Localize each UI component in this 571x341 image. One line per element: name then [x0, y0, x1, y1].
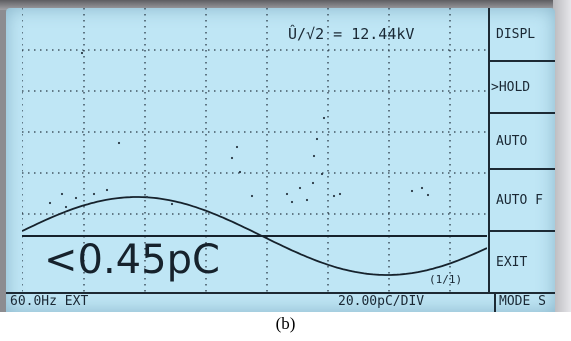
noise-dot — [145, 195, 149, 199]
noise-dot — [311, 181, 315, 185]
noise-dot — [332, 194, 336, 198]
menu-label: EXIT — [496, 255, 528, 270]
noise-dot — [315, 137, 319, 141]
menu-label: DISPL — [496, 27, 536, 42]
noise-dot — [74, 196, 78, 200]
menu-button-auto-f[interactable]: AUTO F — [488, 170, 555, 232]
scale-status: 20.00pC/DIV — [338, 294, 425, 309]
page-indicator: (1/1) — [429, 273, 463, 286]
noise-dot — [170, 202, 174, 206]
noise-dot — [250, 194, 254, 198]
menu-button-hold[interactable]: >HOLD — [488, 62, 555, 114]
noise-dot — [60, 192, 64, 196]
noise-dot — [92, 192, 96, 196]
noise-dot — [298, 186, 302, 190]
noise-dot — [235, 145, 239, 149]
device-bezel-right — [553, 0, 571, 312]
noise-dot — [426, 193, 430, 197]
menu-label: AUTO — [496, 134, 528, 149]
noise-dot — [410, 189, 414, 193]
menu-button-display[interactable]: DISPL — [488, 8, 555, 62]
instrument-photo: Û/√2 = 12.44kV <0.45pC (1/1) DISPL >HOLD… — [0, 0, 571, 312]
sine-waveform — [22, 196, 487, 276]
noise-dot — [230, 156, 234, 160]
noise-dot — [305, 198, 309, 202]
noise-dot — [420, 186, 424, 190]
menu-label: >HOLD — [491, 80, 531, 95]
status-bar — [6, 292, 555, 312]
oscilloscope-plot — [22, 8, 487, 292]
noise-dot — [238, 170, 242, 174]
noise-dot — [320, 172, 324, 176]
voltage-readout: Û/√2 = 12.44kV — [288, 25, 415, 43]
noise-dot — [64, 205, 68, 209]
mode-status: MODE S — [494, 294, 546, 312]
device-bezel-top — [0, 0, 571, 10]
menu-button-auto[interactable]: AUTO — [488, 114, 555, 170]
menu-label: AUTO F — [496, 193, 543, 208]
noise-dot — [48, 201, 52, 205]
figure-caption: (b) — [275, 314, 296, 333]
frequency-status: 60.0Hz EXT — [10, 294, 89, 309]
noise-dot — [290, 200, 294, 204]
charge-readout: <0.45pC — [44, 237, 220, 283]
noise-dot — [285, 192, 289, 196]
pd-noise-dots — [48, 51, 430, 209]
menu-button-exit[interactable]: EXIT — [488, 232, 555, 292]
noise-dot — [322, 116, 326, 120]
noise-dot — [117, 141, 121, 145]
noise-dot — [312, 154, 316, 158]
noise-dot — [105, 188, 109, 192]
noise-dot — [80, 51, 84, 55]
lcd-screen: Û/√2 = 12.44kV <0.45pC (1/1) DISPL >HOLD… — [6, 8, 555, 312]
noise-dot — [338, 192, 342, 196]
